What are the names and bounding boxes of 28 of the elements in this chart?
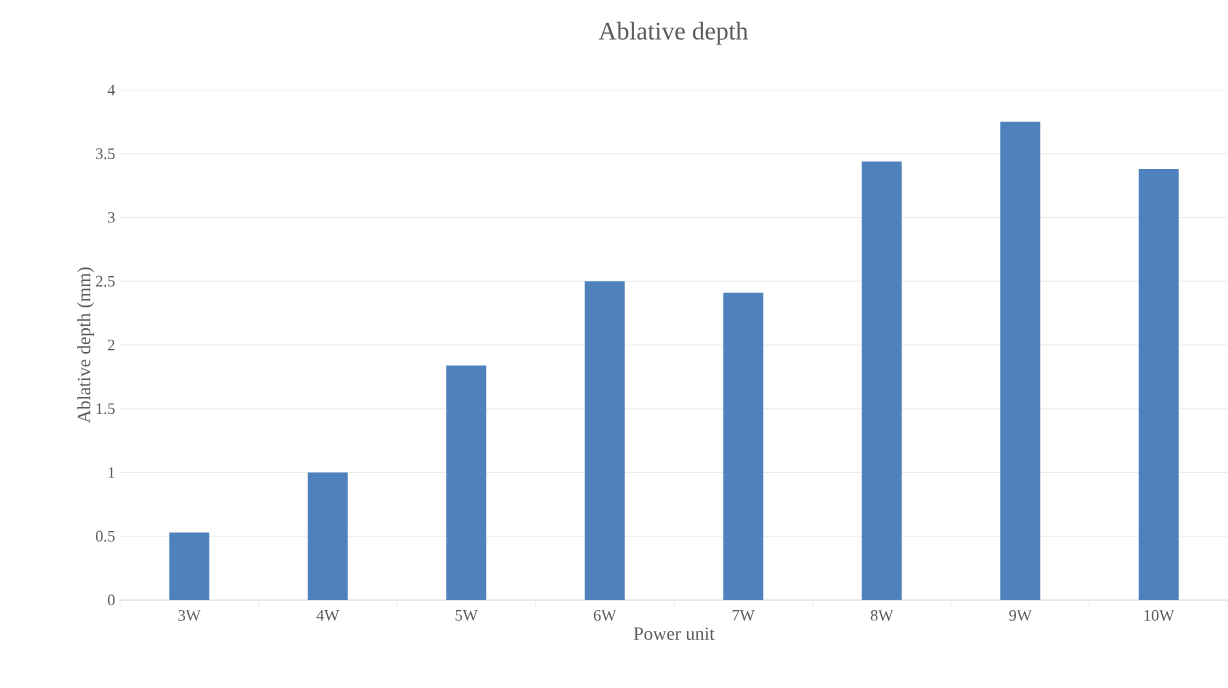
y-tick-label: 0.5 bbox=[95, 530, 115, 542]
x-tick-label: 10W bbox=[1144, 610, 1175, 621]
y-tick-label: 1 bbox=[108, 467, 115, 478]
x-tick-label: 7W bbox=[732, 610, 755, 621]
x-tick-label: 8W bbox=[870, 610, 894, 621]
x-tick-label: 5W bbox=[455, 610, 478, 621]
bar bbox=[723, 292, 764, 600]
bar bbox=[1000, 121, 1041, 600]
y-tick-label: 2.5 bbox=[96, 275, 115, 287]
y-tick-label: 1.5 bbox=[96, 403, 115, 415]
bar bbox=[584, 281, 625, 600]
x-tick-label: 9W bbox=[1009, 610, 1032, 621]
x-tick-label: 4W bbox=[316, 610, 340, 621]
bar bbox=[307, 472, 348, 600]
chart-title: Ablative depth bbox=[598, 21, 748, 45]
y-tick-label: 0 bbox=[107, 594, 115, 606]
x-tick-label: 6W bbox=[593, 610, 617, 621]
bar bbox=[1138, 169, 1179, 600]
x-axis-title: Power unit bbox=[633, 627, 715, 640]
x-tick-label: 3W bbox=[178, 610, 201, 621]
bar bbox=[169, 532, 210, 600]
y-tick-label: 3.5 bbox=[96, 148, 115, 160]
y-tick-label: 3 bbox=[108, 212, 115, 223]
y-tick-label: 4 bbox=[107, 84, 116, 96]
y-tick-label: 2 bbox=[108, 339, 115, 351]
bar bbox=[446, 365, 487, 600]
bar bbox=[861, 161, 902, 600]
y-axis-title: Ablative depth (mm) bbox=[77, 267, 95, 424]
